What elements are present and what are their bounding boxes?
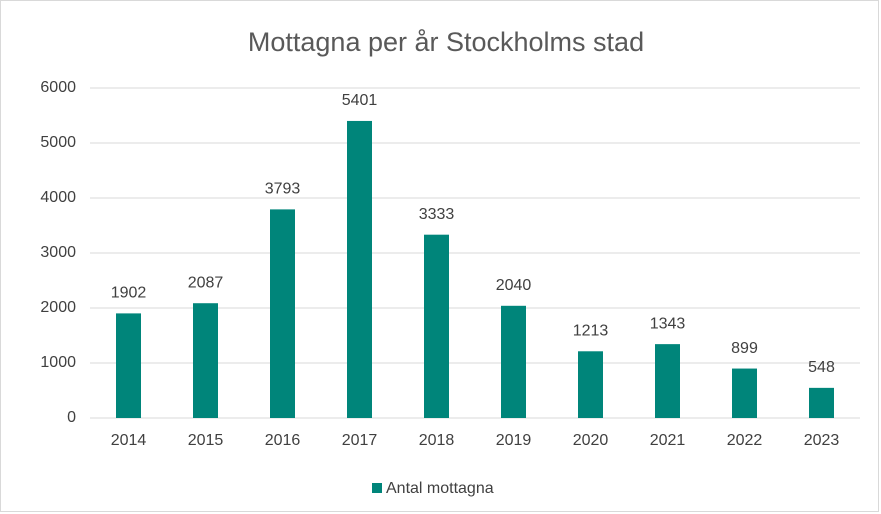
bar	[347, 120, 372, 418]
bar	[809, 387, 834, 418]
y-tick-label: 5000	[40, 134, 76, 151]
data-label: 548	[808, 359, 835, 376]
bar	[270, 209, 295, 418]
x-tick-label: 2019	[496, 432, 532, 449]
x-tick-label: 2015	[188, 432, 224, 449]
y-tick-label: 6000	[40, 79, 76, 96]
x-tick-label: 2020	[573, 432, 609, 449]
data-label: 1213	[573, 323, 609, 340]
data-label: 3793	[265, 181, 301, 198]
data-label: 2087	[188, 274, 224, 291]
bar	[578, 351, 603, 418]
bar	[193, 303, 218, 418]
bar	[732, 368, 757, 418]
data-label: 1343	[650, 315, 686, 332]
x-tick-label: 2021	[650, 432, 686, 449]
x-tick-label: 2018	[419, 432, 455, 449]
bar	[116, 313, 141, 418]
bar	[501, 305, 526, 418]
legend-label: Antal mottagna	[386, 480, 494, 497]
bar	[424, 234, 449, 418]
data-label: 3333	[419, 206, 455, 223]
chart-title: Mottagna per år Stockholms stad	[248, 27, 644, 57]
x-tick-label: 2014	[111, 432, 147, 449]
data-label: 899	[731, 340, 758, 357]
legend-swatch	[372, 483, 382, 493]
data-label: 1902	[111, 285, 147, 302]
x-tick-label: 2016	[265, 432, 301, 449]
data-label: 2040	[496, 277, 532, 294]
y-tick-label: 2000	[40, 299, 76, 316]
y-tick-label: 3000	[40, 244, 76, 261]
y-tick-label: 0	[67, 409, 76, 426]
y-tick-label: 1000	[40, 354, 76, 371]
bar	[655, 344, 680, 418]
x-tick-label: 2017	[342, 432, 378, 449]
data-label: 5401	[342, 92, 378, 109]
x-tick-label: 2023	[804, 432, 840, 449]
y-tick-label: 4000	[40, 189, 76, 206]
x-tick-label: 2022	[727, 432, 763, 449]
